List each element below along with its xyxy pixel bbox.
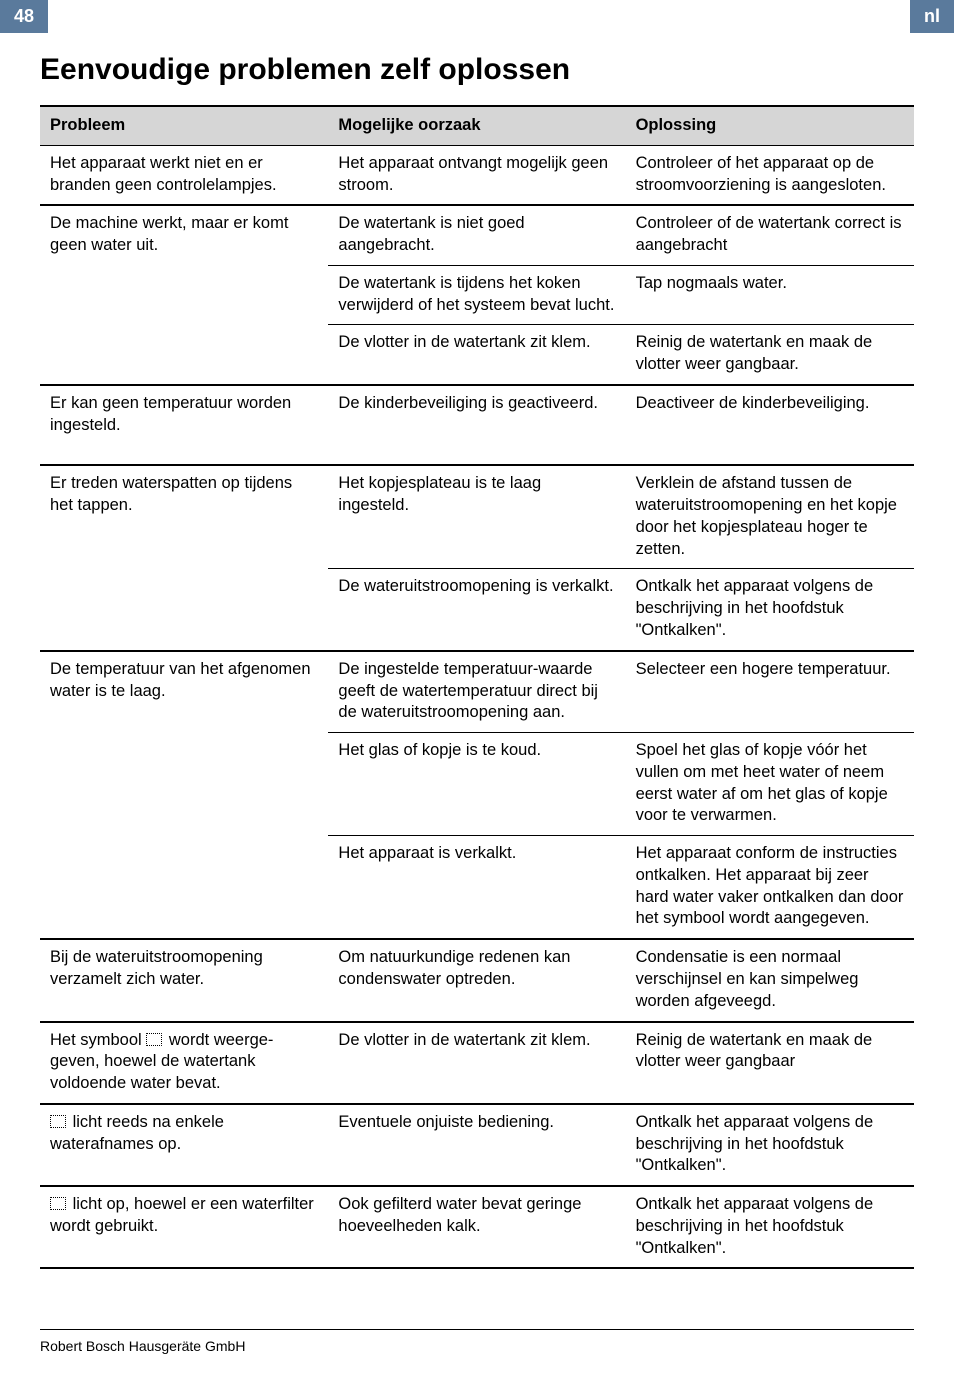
cell-solution: Ontkalk het apparaat volgens de beschrij… [626, 569, 914, 651]
cell-solution: Tap nogmaals water. [626, 265, 914, 325]
table-row: licht op, hoewel er een waterfilter word… [40, 1186, 914, 1268]
table-row: Er treden waterspatten op tijdens het ta… [40, 465, 914, 569]
header-bar: 48 nl [0, 0, 954, 33]
lang-label: nl [910, 0, 954, 33]
cell-solution: Ontkalk het apparaat volgens de beschrij… [626, 1186, 914, 1268]
cell-problem: Er kan geen temperatuur worden ingesteld… [40, 385, 328, 466]
calc-icon [50, 1115, 66, 1128]
cell-cause: De watertank is tijdens het koken verwij… [328, 265, 625, 325]
cell-problem: Bij de wateruitstroomopening verzamelt z… [40, 939, 328, 1021]
cell-solution: Reinig de watertank en maak de vlotter w… [626, 325, 914, 385]
col-problem: Probleem [40, 106, 328, 145]
cell-solution: Spoel het glas of kopje vóór het vullen … [626, 733, 914, 836]
cell-cause: Het apparaat is verkalkt. [328, 836, 625, 940]
cell-cause: De vlotter in de watertank zit klem. [328, 1022, 625, 1104]
cell-solution: Deactiveer de kinderbeveiliging. [626, 385, 914, 466]
cell-problem: licht op, hoewel er een waterfilter word… [40, 1186, 328, 1268]
footer-text: Robert Bosch Hausgeräte GmbH [40, 1329, 914, 1354]
cell-cause: De kinderbeveiliging is geactiveerd. [328, 385, 625, 466]
cell-solution: Selecteer een hogere temperatuur. [626, 651, 914, 733]
page-number: 48 [0, 0, 48, 33]
cell-cause: De vlotter in de watertank zit klem. [328, 325, 625, 385]
col-cause: Mogelijke oorzaak [328, 106, 625, 145]
table-row: licht reeds na enkele waterafnames op.Ev… [40, 1104, 914, 1186]
cell-problem: Er treden waterspatten op tijdens het ta… [40, 465, 328, 650]
cell-solution: Verklein de afstand tussen de wateruitst… [626, 465, 914, 569]
table-header-row: Probleem Mogelijke oorzaak Oplossing [40, 106, 914, 145]
cell-cause: De watertank is niet goed aangebracht. [328, 205, 625, 265]
col-solution: Oplossing [626, 106, 914, 145]
table-row: De machine werkt, maar er komt geen wate… [40, 205, 914, 265]
troubleshoot-table: Probleem Mogelijke oorzaak Oplossing Het… [40, 105, 914, 1269]
cell-problem: Het symbool wordt weerge-geven, hoewel d… [40, 1022, 328, 1104]
cell-problem: De temperatuur van het afgenomen water i… [40, 651, 328, 939]
table-row: De temperatuur van het afgenomen water i… [40, 651, 914, 733]
cell-problem: licht reeds na enkele waterafnames op. [40, 1104, 328, 1186]
cell-cause: De wateruitstroomopening is verkalkt. [328, 569, 625, 651]
page-title: Eenvoudige problemen zelf oplossen [40, 53, 914, 87]
cell-solution: Reinig de watertank en maak de vlotter w… [626, 1022, 914, 1104]
cell-cause: Eventuele onjuiste bediening. [328, 1104, 625, 1186]
cell-cause: Het glas of kopje is te koud. [328, 733, 625, 836]
cell-cause: De ingestelde temperatuur-waarde geeft d… [328, 651, 625, 733]
cell-problem: De machine werkt, maar er komt geen wate… [40, 205, 328, 385]
table-row: Het apparaat werkt niet en er branden ge… [40, 145, 914, 205]
cell-solution: Het apparaat conform de instructies ontk… [626, 836, 914, 940]
cell-solution: Ontkalk het apparaat volgens de beschrij… [626, 1104, 914, 1186]
table-row: Bij de wateruitstroomopening verzamelt z… [40, 939, 914, 1021]
cell-cause: Om natuurkundige redenen kan condenswate… [328, 939, 625, 1021]
cell-cause: Het apparaat ontvangt mogelijk geen stro… [328, 145, 625, 205]
cell-cause: Ook gefilterd water bevat geringe hoevee… [328, 1186, 625, 1268]
calc-icon [50, 1197, 66, 1210]
cell-solution: Condensatie is een normaal verschijnsel … [626, 939, 914, 1021]
calc-icon [146, 1033, 162, 1046]
table-row: Het symbool wordt weerge-geven, hoewel d… [40, 1022, 914, 1104]
cell-cause: Het kopjesplateau is te laag ingesteld. [328, 465, 625, 569]
table-row: Er kan geen temperatuur worden ingesteld… [40, 385, 914, 466]
cell-solution: Controleer of het apparaat op de stroomv… [626, 145, 914, 205]
cell-solution: Controleer of de watertank correct is aa… [626, 205, 914, 265]
cell-problem: Het apparaat werkt niet en er branden ge… [40, 145, 328, 205]
